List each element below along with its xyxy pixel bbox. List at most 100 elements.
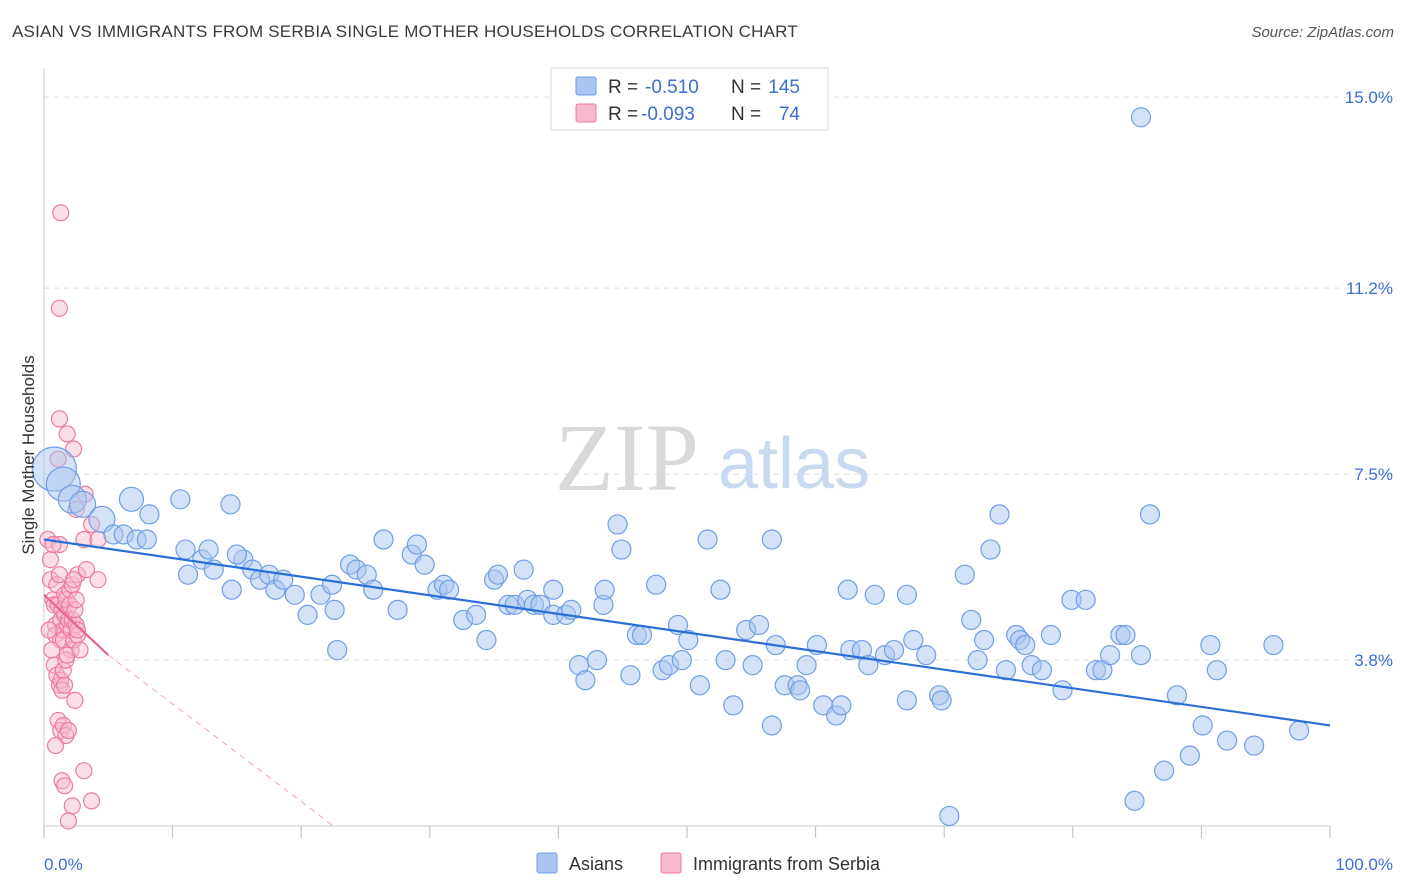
asian-point: [710, 579, 731, 600]
legend-r-value-serbia: -0.093: [641, 104, 695, 125]
trend-lines: [43, 538, 1331, 827]
asian-point: [1124, 790, 1145, 811]
asian-point: [284, 584, 305, 605]
serbia-trend-line: [43, 593, 110, 656]
source-label: Source: ZipAtlas.com: [1251, 24, 1394, 41]
asian-point: [646, 574, 667, 595]
legend-r-label-serbia: R =: [608, 104, 638, 125]
serbia-point: [58, 646, 76, 664]
asian-point: [438, 579, 460, 600]
bottom-legend-swatch-asian: [536, 852, 558, 874]
legend: R = -0.510 N = 145 R = -0.093 N = 74: [550, 67, 829, 131]
asian-point: [748, 614, 770, 636]
asian-point: [1179, 745, 1200, 766]
legend-swatch-asian: [575, 76, 597, 96]
asian-point: [896, 584, 918, 605]
asian-point: [297, 604, 318, 625]
asian-point: [1244, 735, 1265, 756]
legend-swatch-serbia: [575, 103, 597, 123]
asian-point: [170, 489, 191, 510]
asian-point: [594, 579, 615, 600]
asian-point: [796, 655, 817, 676]
asian-point: [939, 805, 960, 827]
asian-point: [373, 529, 394, 550]
asian-point: [414, 554, 435, 575]
serbia-point: [57, 726, 75, 745]
watermark: ZIP atlas: [555, 404, 870, 511]
asian-point: [831, 695, 852, 716]
asian-point: [896, 690, 918, 711]
asian-point: [1040, 624, 1062, 646]
asian-point: [1115, 624, 1136, 646]
serbia-point: [82, 792, 101, 810]
asian-point: [1200, 634, 1221, 656]
asian-point: [611, 539, 632, 560]
asian-point: [1206, 660, 1227, 681]
asian-point: [1031, 660, 1053, 681]
asian-point: [1130, 645, 1152, 666]
asian-point: [723, 695, 744, 716]
serbia-point: [49, 711, 67, 730]
serbia-point: [40, 621, 58, 639]
serbia-point: [71, 641, 89, 659]
asian-point: [1052, 680, 1073, 701]
serbia-point: [66, 691, 84, 709]
serbia-point: [53, 681, 71, 699]
asian-point: [954, 564, 975, 585]
asian-point: [363, 579, 384, 600]
asian-point: [742, 655, 763, 676]
series-asian-points: [31, 107, 1310, 827]
serbia-point: [58, 425, 76, 443]
legend-box: [550, 67, 829, 131]
asian-point: [177, 564, 199, 585]
asian-point: [321, 574, 343, 595]
x-tick-label-1: 100.0%: [1335, 855, 1393, 874]
asian-point: [1099, 645, 1121, 666]
asian-point: [931, 690, 952, 711]
asian-point: [220, 494, 241, 515]
serbia-trend-extension: [107, 654, 334, 827]
tick-labels: 3.8% 7.5% 11.2% 15.0% 0.0% 100.0%: [44, 88, 1393, 874]
asian-point: [671, 650, 692, 671]
asian-point: [136, 529, 157, 550]
y-tick-label-1: 7.5%: [1354, 465, 1393, 484]
serbia-point: [55, 676, 74, 694]
asian-point: [575, 670, 596, 691]
asian-point: [961, 609, 982, 631]
serbia-point: [68, 621, 87, 639]
asian-point: [883, 639, 905, 661]
asian-point: [476, 629, 497, 651]
asian-point: [837, 579, 858, 600]
legend-n-value-asian: 145: [768, 77, 800, 98]
serbia-point: [75, 530, 93, 549]
serbia-point: [75, 762, 93, 780]
asian-point: [1139, 504, 1161, 525]
watermark-atlas: atlas: [718, 424, 870, 504]
asian-point: [1154, 760, 1175, 781]
asian-point: [198, 539, 219, 560]
serbia-point: [64, 571, 83, 589]
asian-point: [1263, 634, 1284, 656]
asian-point: [1192, 715, 1213, 736]
asian-point: [620, 665, 641, 686]
asian-trend-line: [43, 538, 1331, 727]
y-tick-label-0: 3.8%: [1354, 651, 1393, 670]
serbia-point: [55, 777, 74, 795]
asian-point: [139, 504, 160, 525]
asian-point: [68, 490, 97, 518]
asian-point: [761, 529, 782, 550]
asian-point: [1130, 107, 1152, 128]
serbia-point: [46, 736, 65, 755]
legend-n-label-serbia: N =: [731, 104, 761, 125]
asian-point: [221, 579, 242, 600]
serbia-point: [43, 641, 61, 659]
asian-point: [989, 504, 1010, 525]
asian-point: [715, 650, 736, 671]
asian-point: [543, 579, 564, 600]
y-tick-label-2: 11.2%: [1346, 279, 1393, 298]
asian-point: [387, 599, 408, 620]
asian-point: [1166, 685, 1188, 706]
legend-n-value-serbia: 74: [779, 104, 801, 125]
asian-point: [607, 514, 628, 535]
asian-point: [513, 559, 534, 580]
